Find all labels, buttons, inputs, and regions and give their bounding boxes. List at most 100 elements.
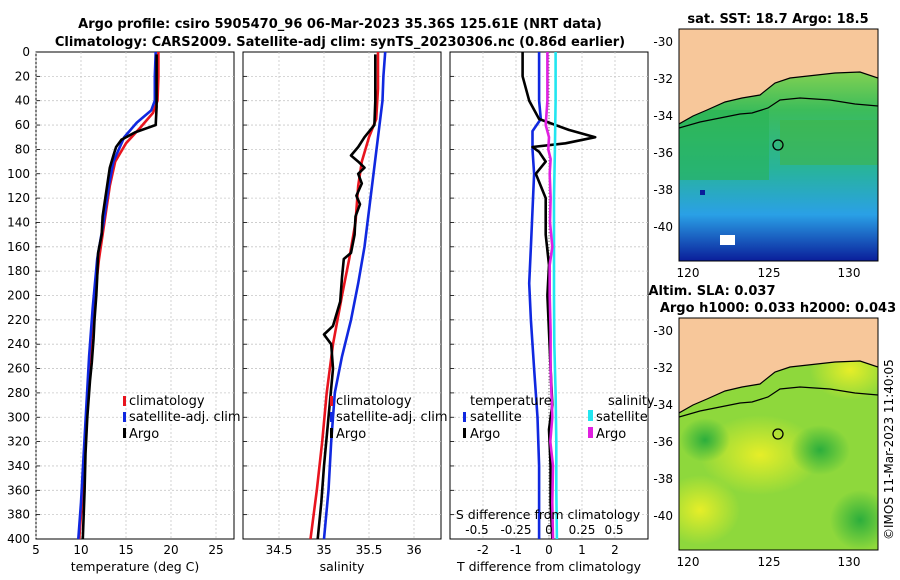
- depth-tick-label: 280: [7, 386, 30, 400]
- argo-location-marker: [772, 139, 784, 151]
- x-tick-label: 20: [163, 543, 178, 557]
- x2-tick-label: 0: [545, 523, 553, 537]
- sla-low: [790, 425, 850, 475]
- map-lat-label: -32: [653, 361, 673, 375]
- legend-salinity-heading: salinity: [608, 394, 655, 409]
- sla-high: [700, 415, 820, 495]
- x2-tick-label: -0.5: [465, 523, 488, 537]
- x-tick-label: 15: [118, 543, 133, 557]
- sla-map: [679, 318, 878, 550]
- series-argo: [81, 54, 158, 540]
- sst-map-title: sat. SST: 18.7 Argo: 18.5: [687, 12, 868, 27]
- map-lat-label: -38: [653, 472, 673, 486]
- legend-satellite: satellite-adj. clim: [129, 410, 241, 425]
- depth-tick-label: 180: [7, 264, 30, 278]
- legend-climatology: climatology: [129, 394, 205, 409]
- legend-temp-satellite: satellite: [470, 410, 522, 425]
- depth-tick-label: 160: [7, 240, 30, 254]
- depth-tick-label: 340: [7, 459, 30, 473]
- depth-tick-label: 0: [22, 45, 30, 59]
- x-tick-label: 36: [406, 543, 421, 557]
- depth-tick-label: 260: [7, 362, 30, 376]
- legend-swatch-sal-argo: [588, 427, 593, 438]
- map-lat-label: -30: [653, 324, 673, 338]
- depth-tick-label: 380: [7, 508, 30, 522]
- difference-plot: -2 -1 0 1 2: [450, 51, 648, 557]
- map-lat-label: -36: [653, 435, 673, 449]
- sla-map-frame: [678, 317, 879, 551]
- depth-tick-label: 40: [15, 94, 30, 108]
- depth-tick-label: 100: [7, 167, 30, 181]
- sst-map-frame: [678, 28, 879, 262]
- legend-swatch-temp-argo: [463, 428, 466, 438]
- salinity-legend: climatology satellite-adj. clim Argo: [330, 394, 448, 442]
- legend-swatch-climatology: [330, 396, 333, 406]
- depth-tick-labels: 0 20 40 60 80 100 120 140 160 180 200 220 240 260 280 3…: [7, 45, 30, 546]
- legend-swatch-argo: [330, 428, 333, 438]
- x-tick-label: 34.5: [266, 543, 293, 557]
- sst-missing-data: [720, 235, 735, 245]
- x-tick-label: 2: [611, 543, 619, 557]
- depth-tick-label: 120: [7, 191, 30, 205]
- s-difference-tick-labels: -0.5 -0.25 0 0.25 0.5: [465, 523, 623, 537]
- series-temperature-argo: [521, 52, 597, 540]
- depth-tick-label: 140: [7, 215, 30, 229]
- land-mask: [679, 29, 878, 124]
- legend-argo: Argo: [129, 427, 159, 442]
- legend-argo: Argo: [336, 427, 366, 442]
- difference-x2label: S difference from climatology: [456, 507, 641, 522]
- map-lon-label: 120: [677, 555, 700, 569]
- legend-satellite: satellite-adj. clim: [336, 410, 448, 425]
- bathymetry-contour: [679, 97, 878, 129]
- legend-sal-argo: Argo: [596, 427, 626, 442]
- sla-map-title: Altim. SLA: 0.037: [649, 284, 776, 299]
- x-tick-label: 10: [73, 543, 88, 557]
- legend-climatology: climatology: [336, 394, 412, 409]
- depth-tick-label: 80: [15, 142, 30, 156]
- map-lat-label: -34: [653, 109, 673, 123]
- coastline: [679, 360, 878, 414]
- temperature-legend: climatology satellite-adj. clim Argo: [123, 394, 241, 442]
- depth-tick-label: 240: [7, 337, 30, 351]
- legend-swatch-temp-satellite: [463, 412, 466, 422]
- depth-tick-label: 320: [7, 435, 30, 449]
- argo-location-marker: [772, 428, 784, 440]
- x-tick-label: 25: [208, 543, 223, 557]
- sla-high: [679, 475, 740, 545]
- difference-legend: temperature salinity satellite Argo sate…: [463, 394, 655, 442]
- map-lon-label: 130: [838, 266, 861, 280]
- sst-pixel: [700, 190, 705, 195]
- sla-low: [680, 418, 730, 462]
- coastline: [679, 71, 878, 125]
- series-temperature-satellite: [527, 52, 543, 539]
- x2-tick-label: -0.25: [500, 523, 531, 537]
- series-salinity-argo: [544, 52, 555, 540]
- profile-plots: 5 10 15 20 25 34.5 35 35.5 36 -2 -1 0 1 2: [32, 51, 648, 557]
- legend-swatch-satellite: [330, 412, 333, 422]
- sst-map: [679, 29, 878, 261]
- difference-xlabel: T difference from climatology: [456, 559, 642, 574]
- sla-map-subtitle: Argo h1000: 0.033 h2000: 0.043: [660, 301, 896, 316]
- figure-title-line2: Climatology: CARS2009. Satellite-adj cli…: [55, 35, 625, 50]
- salinity-plot: 34.5 35 35.5 36: [243, 51, 441, 557]
- x-tick-label: -1: [510, 543, 522, 557]
- x2-tick-label: 0.25: [569, 523, 596, 537]
- series-salinity-satellite: [552, 52, 559, 540]
- salinity-xlabel: salinity: [320, 559, 365, 574]
- bathymetry-contour: [679, 386, 878, 418]
- map-lon-label: 125: [758, 555, 781, 569]
- series-satellite-adj-clim: [77, 51, 157, 540]
- map-lon-label: 120: [677, 266, 700, 280]
- land-mask: [679, 318, 878, 413]
- series-argo: [316, 54, 377, 540]
- figure-title-line1: Argo profile: csiro 5905470_96 06-Mar-20…: [78, 17, 602, 32]
- legend-sal-satellite: satellite: [596, 410, 648, 425]
- depth-tick-label: 400: [7, 532, 30, 546]
- x2-tick-label: 0.5: [604, 523, 623, 537]
- sst-patch: [679, 110, 769, 180]
- legend-temp-argo: Argo: [470, 427, 500, 442]
- credit-text: ©IMOS 11-Mar-2023 11:40:05: [882, 359, 896, 540]
- map-lon-label: 125: [758, 266, 781, 280]
